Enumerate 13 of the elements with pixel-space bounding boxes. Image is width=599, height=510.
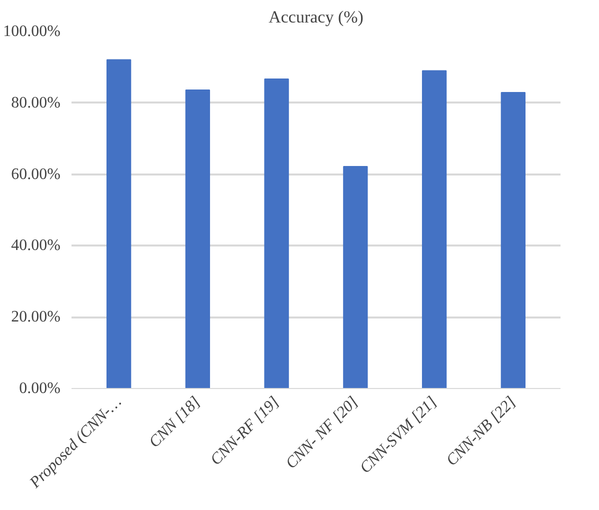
chart-title: Accuracy (%)	[268, 8, 364, 26]
y-tick-label: 0.00%	[19, 380, 60, 397]
bar	[106, 59, 132, 388]
y-tick-label: 60.00%	[11, 166, 60, 183]
bar	[185, 90, 210, 388]
y-tick-label: 20.00%	[11, 308, 60, 326]
bar	[264, 78, 289, 388]
y-tick-label: 40.00%	[11, 237, 60, 254]
y-tick-label: 100.00%	[3, 23, 60, 40]
bar	[343, 166, 368, 388]
y-tick-label: 80.00%	[11, 94, 60, 112]
bar	[422, 70, 447, 388]
bar	[500, 92, 526, 388]
